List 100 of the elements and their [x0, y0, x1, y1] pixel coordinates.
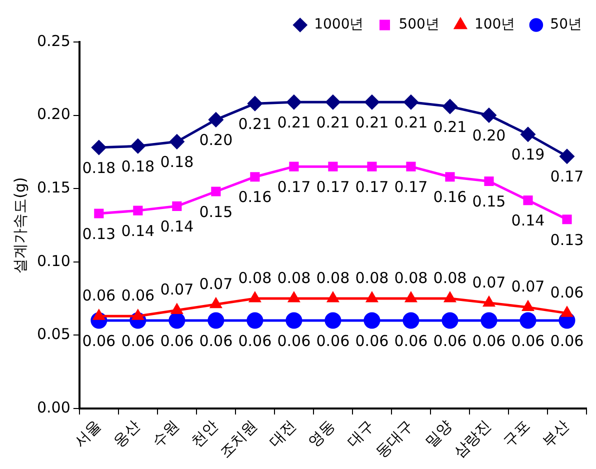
data-label: 0.06	[82, 286, 116, 304]
point	[442, 312, 458, 329]
point	[523, 196, 533, 206]
point	[250, 172, 260, 182]
point	[560, 149, 574, 164]
data-label: 0.21	[433, 118, 467, 136]
point	[172, 201, 182, 211]
data-label: 0.06	[511, 332, 545, 350]
x-tick-label: 옹산	[110, 416, 144, 451]
x-tick-label: 부산	[538, 416, 573, 451]
point	[92, 140, 106, 155]
data-label: 0.06	[160, 332, 194, 350]
point	[210, 298, 222, 308]
data-label: 0.21	[355, 113, 389, 132]
point	[442, 99, 458, 114]
data-label: 0.08	[238, 268, 272, 287]
data-label: 0.06	[472, 332, 506, 350]
data-label: 0.15	[472, 192, 506, 211]
legend-label: 50년	[550, 16, 582, 33]
legend-label: 500년	[398, 16, 440, 33]
point	[520, 312, 536, 329]
data-label: 0.20	[199, 131, 233, 150]
data-label: 0.07	[160, 280, 194, 299]
point	[168, 312, 186, 329]
point	[249, 292, 261, 302]
data-label: 0.21	[238, 114, 272, 133]
point	[327, 292, 339, 302]
data-label: 0.06	[433, 332, 467, 350]
x-tick-label: 서울	[70, 416, 104, 451]
point	[364, 94, 380, 110]
x-tick-label: 수원	[148, 416, 182, 451]
point	[522, 301, 534, 312]
point	[520, 127, 536, 142]
point	[171, 304, 182, 314]
data-label: 0.18	[82, 158, 116, 177]
data-label: 0.20	[472, 126, 506, 145]
data-label: 0.07	[472, 273, 506, 292]
point	[326, 94, 340, 110]
data-label: 0.17	[394, 178, 428, 196]
point	[93, 310, 104, 320]
point	[170, 134, 184, 149]
point	[405, 292, 417, 302]
point	[94, 208, 104, 218]
data-label: 0.14	[160, 218, 194, 236]
data-label: 0.06	[82, 332, 116, 350]
point	[286, 312, 302, 329]
data-label: 0.07	[511, 278, 545, 296]
data-label: 0.19	[511, 146, 545, 164]
x-tick-label: 대구	[344, 416, 378, 451]
point	[289, 162, 299, 172]
data-label: 0.16	[433, 188, 467, 206]
point	[286, 94, 302, 110]
y-tick-label: 0.20	[36, 105, 70, 124]
data-label: 0.21	[316, 113, 350, 132]
data-label: 0.18	[160, 153, 194, 172]
point	[246, 312, 264, 329]
data-label: 0.17	[316, 178, 350, 196]
data-label: 0.17	[355, 178, 389, 196]
data-label: 0.06	[550, 332, 584, 350]
data-label: 0.06	[394, 332, 428, 350]
data-label: 0.06	[121, 286, 155, 304]
data-label: 0.13	[550, 230, 584, 249]
data-label: 0.08	[316, 268, 350, 287]
y-tick-label: 0.00	[36, 398, 70, 416]
point	[480, 312, 498, 329]
data-label: 0.21	[394, 113, 428, 132]
legend-label: 1000년	[314, 16, 364, 33]
x-tick-label: 영동	[304, 416, 339, 451]
y-tick-label: 0.15	[36, 178, 70, 196]
data-label: 0.08	[277, 268, 311, 287]
data-label: 0.13	[82, 224, 116, 243]
data-label: 0.15	[199, 202, 233, 221]
point	[364, 312, 380, 329]
x-tick-label: 밀양	[422, 416, 456, 451]
data-label: 0.17	[277, 178, 311, 196]
data-label: 0.18	[121, 157, 155, 176]
data-label: 0.06	[316, 332, 350, 350]
data-label: 0.08	[433, 268, 467, 287]
data-label: 0.21	[277, 113, 311, 132]
y-tick-label: 0.05	[36, 325, 70, 344]
data-label: 0.14	[121, 222, 155, 240]
data-label: 0.06	[277, 332, 311, 350]
point	[404, 94, 418, 110]
point	[367, 162, 377, 172]
point	[208, 312, 224, 329]
point	[208, 112, 224, 127]
data-label: 0.06	[355, 332, 389, 350]
x-tick-label: 대전	[266, 416, 300, 451]
x-tick-label: 천안	[188, 416, 222, 451]
data-label: 0.06	[238, 332, 272, 350]
data-label: 0.06	[121, 332, 155, 350]
point	[248, 96, 262, 111]
data-label: 0.08	[394, 268, 428, 287]
x-tick-label: 구포	[500, 416, 534, 451]
legend-label: 100년	[474, 16, 516, 33]
data-label: 0.06	[199, 332, 233, 350]
data-label: 0.08	[355, 268, 389, 287]
data-label: 0.07	[199, 274, 233, 293]
data-label: 0.14	[511, 212, 545, 230]
point	[324, 312, 342, 329]
